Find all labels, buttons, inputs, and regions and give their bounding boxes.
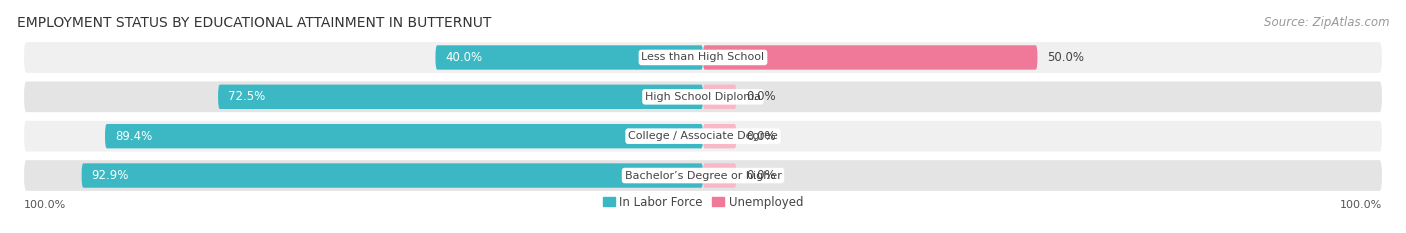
FancyBboxPatch shape <box>82 163 703 188</box>
Text: Less than High School: Less than High School <box>641 52 765 62</box>
Text: 0.0%: 0.0% <box>747 169 776 182</box>
Text: High School Diploma: High School Diploma <box>645 92 761 102</box>
Text: Bachelor’s Degree or higher: Bachelor’s Degree or higher <box>624 171 782 181</box>
FancyBboxPatch shape <box>703 124 737 148</box>
FancyBboxPatch shape <box>218 85 703 109</box>
Text: 92.9%: 92.9% <box>91 169 129 182</box>
FancyBboxPatch shape <box>24 82 1382 112</box>
Text: College / Associate Degree: College / Associate Degree <box>628 131 778 141</box>
FancyBboxPatch shape <box>703 163 737 188</box>
FancyBboxPatch shape <box>24 121 1382 151</box>
Text: 100.0%: 100.0% <box>24 200 66 210</box>
Text: 100.0%: 100.0% <box>1340 200 1382 210</box>
Text: 0.0%: 0.0% <box>747 130 776 143</box>
Text: 89.4%: 89.4% <box>115 130 152 143</box>
Text: EMPLOYMENT STATUS BY EDUCATIONAL ATTAINMENT IN BUTTERNUT: EMPLOYMENT STATUS BY EDUCATIONAL ATTAINM… <box>17 16 491 30</box>
FancyBboxPatch shape <box>24 160 1382 191</box>
FancyBboxPatch shape <box>436 45 703 70</box>
FancyBboxPatch shape <box>24 42 1382 73</box>
Text: 72.5%: 72.5% <box>228 90 266 103</box>
FancyBboxPatch shape <box>703 45 1038 70</box>
Text: Source: ZipAtlas.com: Source: ZipAtlas.com <box>1264 16 1389 29</box>
Text: 50.0%: 50.0% <box>1047 51 1084 64</box>
Text: 0.0%: 0.0% <box>747 90 776 103</box>
Legend: In Labor Force, Unemployed: In Labor Force, Unemployed <box>598 191 808 213</box>
FancyBboxPatch shape <box>105 124 703 148</box>
Text: 40.0%: 40.0% <box>446 51 482 64</box>
FancyBboxPatch shape <box>703 85 737 109</box>
